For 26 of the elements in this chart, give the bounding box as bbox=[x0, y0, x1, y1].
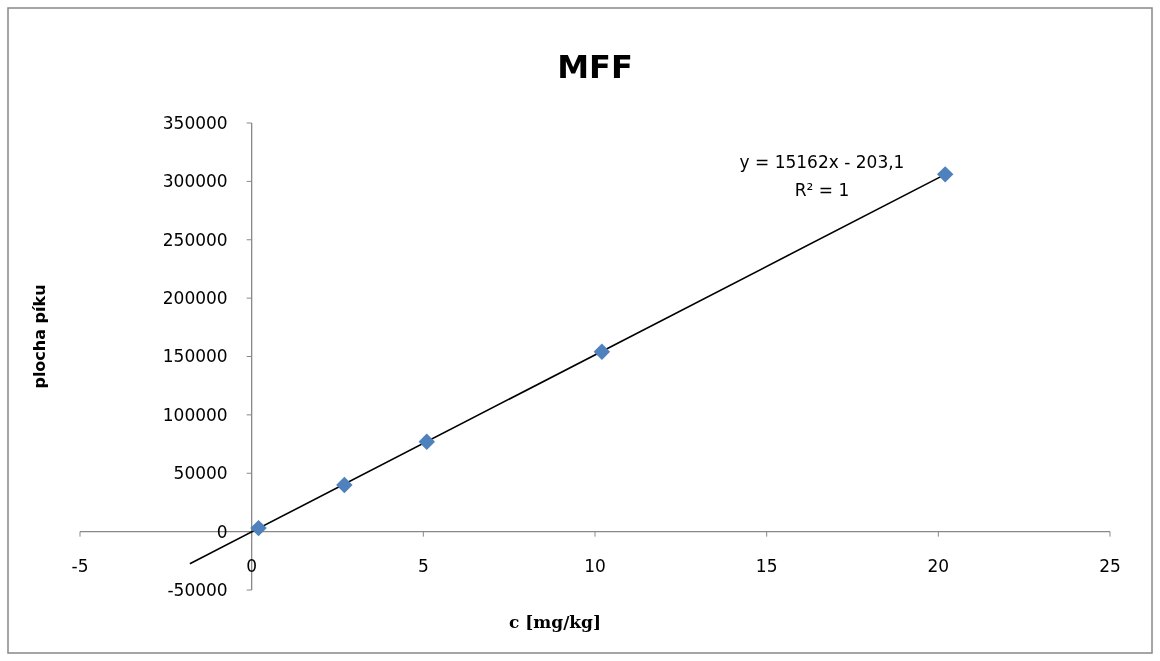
y-tick-label: 200000 bbox=[162, 288, 228, 309]
point bbox=[418, 433, 435, 450]
point bbox=[336, 476, 353, 494]
x-axis-title: c [mg/kg] bbox=[508, 612, 602, 632]
x-tick-label: 5 bbox=[417, 556, 429, 576]
y-tick-label: 50000 bbox=[173, 463, 228, 484]
y-tick-label: 300000 bbox=[162, 171, 228, 192]
y-tick-label: 100000 bbox=[162, 404, 228, 425]
chart-title: MFF bbox=[557, 48, 633, 86]
y-tick-label: 150000 bbox=[162, 346, 228, 367]
y-tick-label: 0 bbox=[216, 521, 228, 542]
point bbox=[593, 343, 611, 361]
x-tick-label: 15 bbox=[755, 556, 778, 576]
x-tick-label: 10 bbox=[584, 556, 606, 576]
x-tick-label: 0 bbox=[246, 556, 258, 576]
x-tick-label: 25 bbox=[1099, 556, 1121, 576]
annotation: y = 15162x - 203,1 bbox=[739, 152, 905, 172]
annotation: R² = 1 bbox=[794, 180, 850, 200]
y-tick-label: -50000 bbox=[167, 579, 228, 600]
y-axis-title: plocha píku bbox=[30, 284, 49, 389]
y-tick-label: 350000 bbox=[162, 112, 228, 133]
x-tick-label: 20 bbox=[927, 556, 950, 576]
point bbox=[936, 166, 954, 183]
y-tick-label: 250000 bbox=[162, 229, 228, 250]
x-tick-label: -5 bbox=[71, 556, 89, 576]
point bbox=[250, 519, 267, 537]
